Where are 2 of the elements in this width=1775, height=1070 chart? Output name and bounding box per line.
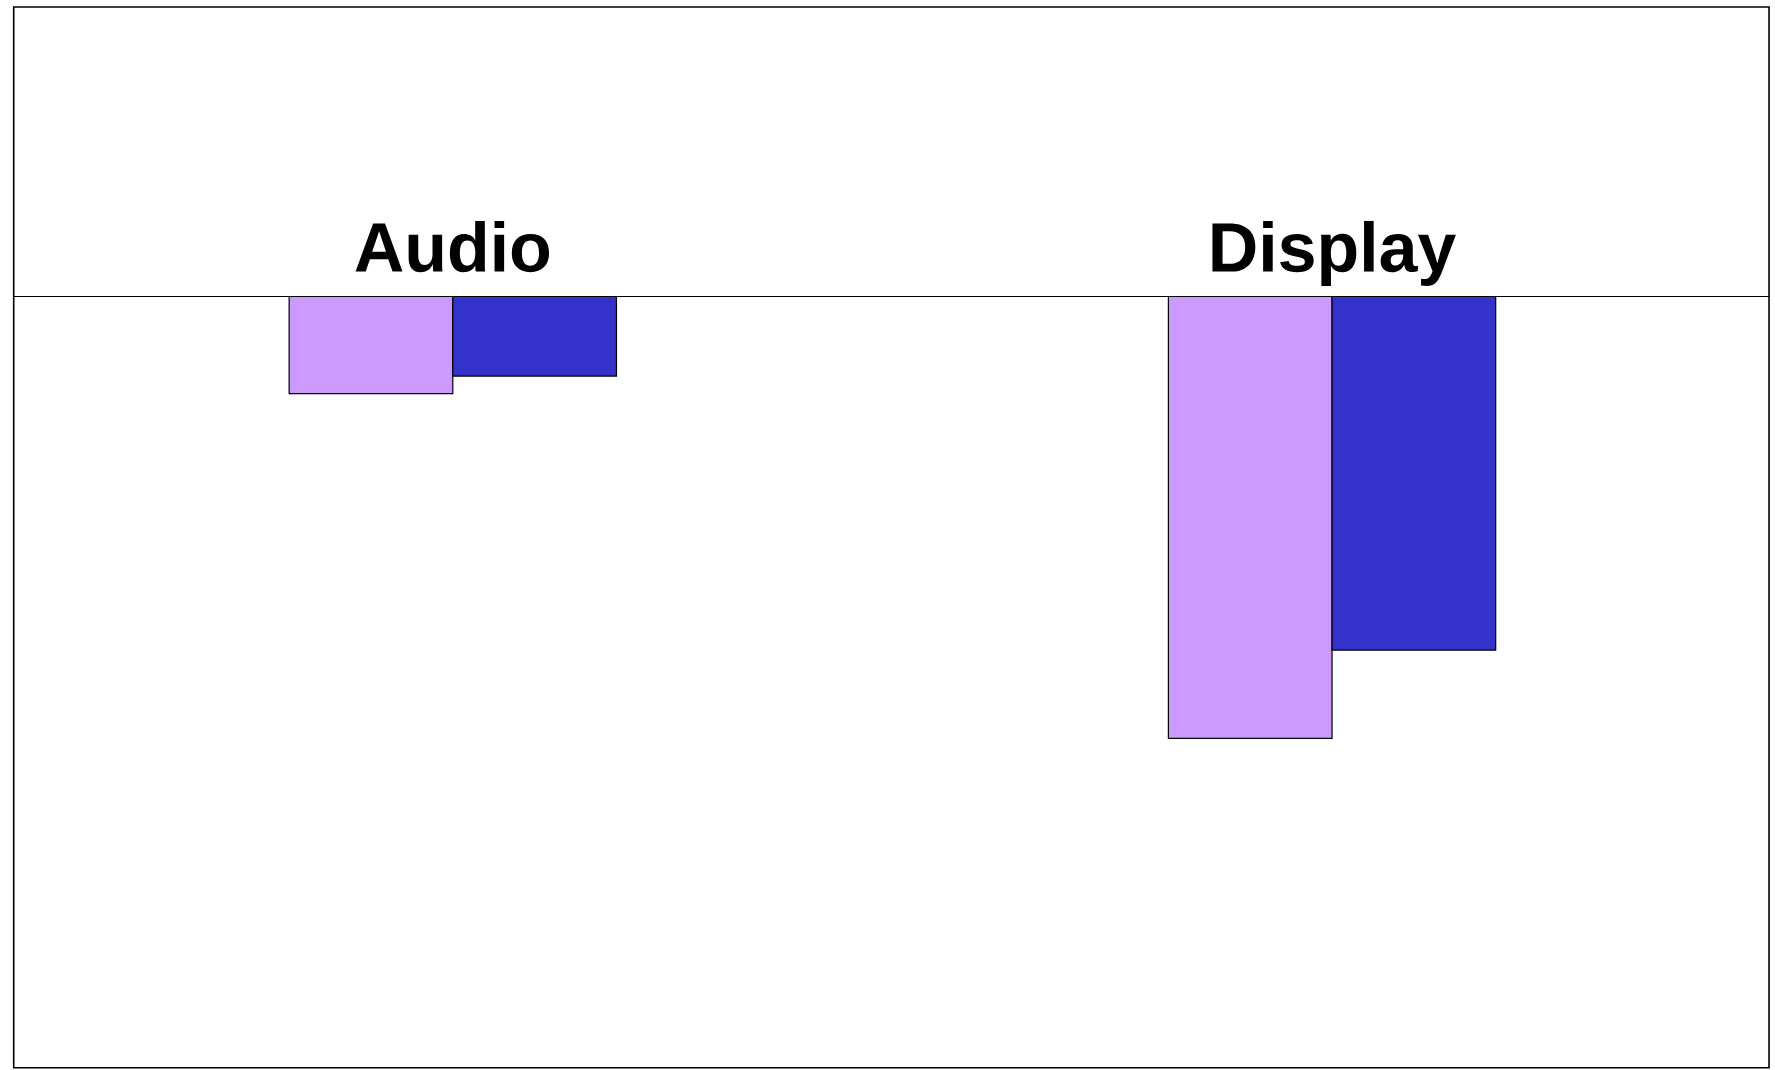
x-tick-label: Display [1212, 221, 1456, 287]
x-tick-label: Audio [355, 221, 550, 273]
